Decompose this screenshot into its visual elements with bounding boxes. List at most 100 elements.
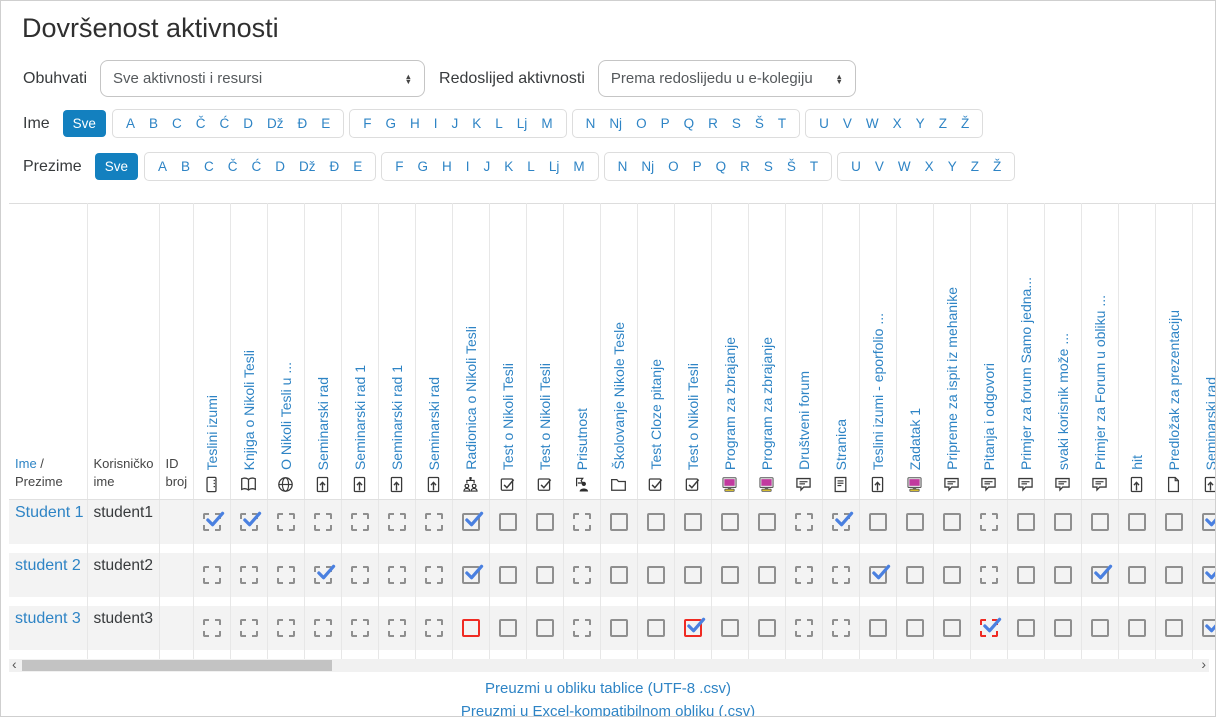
letter-filter-s[interactable]: S xyxy=(731,116,741,131)
letter-filter-a[interactable]: A xyxy=(157,159,167,174)
letter-filter-r[interactable]: R xyxy=(708,116,718,131)
activity-link[interactable]: Test Cloze pitanje xyxy=(647,359,664,470)
last-name-all-button[interactable]: Sve xyxy=(94,153,138,180)
letter-filter-n[interactable]: N xyxy=(585,116,596,131)
student-profile-link[interactable]: student 3 xyxy=(15,609,81,627)
activity-link[interactable]: Teslini izumi xyxy=(203,394,220,470)
download-csv-utf8-link[interactable]: Preuzmi u obliku tablice (UTF-8 .csv) xyxy=(485,679,731,697)
letter-filter-w[interactable]: W xyxy=(865,116,879,131)
letter-filter-t[interactable]: T xyxy=(809,159,819,174)
letter-filter-k[interactable]: K xyxy=(472,116,482,131)
activity-link[interactable]: Pripreme za ispit iz mehanike xyxy=(943,287,960,470)
letter-filter-l[interactable]: L xyxy=(495,116,503,131)
letter-filter-k[interactable]: K xyxy=(504,159,514,174)
letter-filter-z[interactable]: Z xyxy=(938,116,947,131)
letter-filter-h[interactable]: H xyxy=(410,116,420,131)
activity-link[interactable]: Prisutnost xyxy=(573,407,590,470)
letter-filter-a[interactable]: A xyxy=(125,116,135,131)
letter-filter-m[interactable]: M xyxy=(573,159,585,174)
letter-filter-s[interactable]: S xyxy=(763,159,773,174)
letter-filter-p[interactable]: P xyxy=(692,159,702,174)
activity-link[interactable]: Teslini izumi - eporfolio ... xyxy=(869,312,886,470)
scrollbar-thumb[interactable] xyxy=(22,659,332,671)
letter-filter-y[interactable]: Y xyxy=(915,116,925,131)
letter-filter-dž[interactable]: Dž xyxy=(298,159,316,174)
student-profile-link[interactable]: student 2 xyxy=(15,556,81,574)
letter-filter-w[interactable]: W xyxy=(897,159,911,174)
activity-link[interactable]: hit xyxy=(1128,455,1145,470)
letter-filter-b[interactable]: B xyxy=(180,159,190,174)
letter-filter-e[interactable]: E xyxy=(321,116,331,131)
download-csv-excel-link[interactable]: Preuzmi u Excel-kompatibilnom obliku (.c… xyxy=(460,702,756,717)
activity-link[interactable]: svaki korisnik može ... xyxy=(1054,333,1071,470)
activity-link[interactable]: Seminarski rad xyxy=(314,376,331,470)
letter-filter-j[interactable]: J xyxy=(451,116,459,131)
letter-filter-ć[interactable]: Ć xyxy=(251,159,262,174)
activity-link[interactable]: Primjer za forum Samo jedna... xyxy=(1017,277,1034,470)
letter-filter-đ[interactable]: Đ xyxy=(329,159,340,174)
activity-link[interactable]: Knjiga o Nikoli Tesli xyxy=(240,349,257,470)
activity-link[interactable]: Zadatak 1 xyxy=(906,407,923,470)
activity-link[interactable]: Predložak za prezentaciju xyxy=(1165,309,1182,470)
activity-link[interactable]: Program za zbrajanje xyxy=(758,336,775,470)
activity-link[interactable]: Seminarski rad 1 xyxy=(351,364,368,470)
letter-filter-q[interactable]: Q xyxy=(715,159,727,174)
activity-link[interactable]: Test o Nikoli Tesli xyxy=(499,362,516,470)
activity-link[interactable]: Radionica o Nikoli Tesli xyxy=(462,326,479,470)
letter-filter-š[interactable]: Š xyxy=(786,159,796,174)
letter-filter-y[interactable]: Y xyxy=(947,159,957,174)
letter-filter-g[interactable]: G xyxy=(417,159,429,174)
letter-filter-ž[interactable]: Ž xyxy=(992,159,1002,174)
letter-filter-č[interactable]: Č xyxy=(195,116,206,131)
letter-filter-g[interactable]: G xyxy=(385,116,396,131)
letter-filter-q[interactable]: Q xyxy=(683,116,695,131)
letter-filter-j[interactable]: J xyxy=(483,159,491,174)
letter-filter-u[interactable]: U xyxy=(851,159,861,174)
activity-link[interactable]: Seminarski rad 1 xyxy=(388,364,405,470)
letter-filter-n[interactable]: N xyxy=(617,159,628,174)
activity-link[interactable]: Test o Nikoli Tesli xyxy=(536,362,553,470)
letter-filter-č[interactable]: Č xyxy=(227,159,238,174)
letter-filter-z[interactable]: Z xyxy=(970,159,979,174)
activity-link[interactable]: Seminarski rad xyxy=(1202,376,1216,470)
first-name-all-button[interactable]: Sve xyxy=(62,110,106,137)
letter-filter-c[interactable]: C xyxy=(203,159,214,174)
letter-filter-o[interactable]: O xyxy=(668,159,679,174)
activity-link[interactable]: Primjer za Forum u obliku ... xyxy=(1091,294,1108,470)
letter-filter-t[interactable]: T xyxy=(777,116,787,131)
letter-filter-nj[interactable]: Nj xyxy=(609,116,623,131)
sort-by-first-name-link[interactable]: Ime xyxy=(15,455,37,471)
letter-filter-r[interactable]: R xyxy=(740,159,750,174)
letter-filter-v[interactable]: V xyxy=(842,116,852,131)
letter-filter-dž[interactable]: Dž xyxy=(266,116,284,131)
letter-filter-c[interactable]: C xyxy=(171,116,182,131)
activity-link[interactable]: Program za zbrajanje xyxy=(721,336,738,470)
letter-filter-ž[interactable]: Ž xyxy=(960,116,970,131)
include-select[interactable]: Sve aktivnosti i resursi ▲ ▼ xyxy=(100,60,426,97)
letter-filter-o[interactable]: O xyxy=(636,116,647,131)
activity-link[interactable]: Školovanje Nikole Tesle xyxy=(610,322,627,470)
order-select[interactable]: Prema redoslijedu u e-kolegiju ▲ ▼ xyxy=(597,60,856,97)
letter-filter-p[interactable]: P xyxy=(660,116,670,131)
letter-filter-i[interactable]: I xyxy=(465,159,470,174)
letter-filter-h[interactable]: H xyxy=(442,159,452,174)
scroll-left-arrow-icon[interactable]: ‹ xyxy=(12,655,17,672)
letter-filter-v[interactable]: V xyxy=(874,159,884,174)
horizontal-scrollbar[interactable]: ‹ › xyxy=(9,655,1209,672)
letter-filter-f[interactable]: F xyxy=(395,159,404,174)
student-profile-link[interactable]: Student 1 xyxy=(15,504,84,521)
letter-filter-x[interactable]: X xyxy=(924,159,934,174)
letter-filter-lj[interactable]: Lj xyxy=(516,116,528,131)
letter-filter-f[interactable]: F xyxy=(363,116,372,131)
letter-filter-m[interactable]: M xyxy=(541,116,553,131)
letter-filter-u[interactable]: U xyxy=(819,116,829,131)
letter-filter-x[interactable]: X xyxy=(892,116,902,131)
letter-filter-ć[interactable]: Ć xyxy=(219,116,230,131)
letter-filter-lj[interactable]: Lj xyxy=(548,159,560,174)
letter-filter-l[interactable]: L xyxy=(527,159,535,174)
letter-filter-d[interactable]: D xyxy=(275,159,285,174)
scroll-right-arrow-icon[interactable]: › xyxy=(1201,655,1206,672)
letter-filter-e[interactable]: E xyxy=(353,159,363,174)
activity-link[interactable]: Društveni forum xyxy=(795,371,812,470)
letter-filter-š[interactable]: Š xyxy=(754,116,764,131)
